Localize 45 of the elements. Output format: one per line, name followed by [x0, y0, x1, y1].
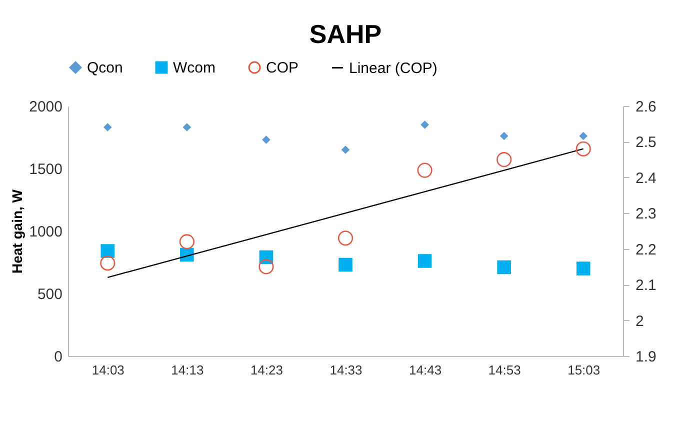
x-tick-label: 14:33: [330, 362, 362, 378]
point: [100, 244, 115, 258]
x-tick-label: 14:13: [171, 362, 204, 378]
point: [576, 262, 590, 276]
y-axis-title: Heat gain, W: [9, 188, 26, 274]
y2-tick-label: 2.4: [636, 170, 656, 187]
y-tick-label: 1000: [29, 224, 62, 240]
x-tick-label: 14:53: [488, 362, 521, 378]
y2-tick-label: 2.3: [636, 206, 656, 223]
x-tick-label: 14:43: [409, 362, 442, 378]
point: [579, 132, 588, 140]
y-tick-label: 2000: [29, 98, 62, 116]
legend-label: Qcon: [87, 60, 123, 77]
legend-label: Linear (COP): [349, 60, 438, 77]
y-tick-label: 1500: [29, 161, 62, 178]
point: [103, 123, 112, 132]
y2-tick-label: 2.5: [636, 134, 656, 152]
point: [182, 123, 192, 132]
x-tick-label: 15:03: [568, 362, 600, 378]
y2-tick-label: 1.9: [636, 348, 656, 366]
y-tick-label: 0: [54, 348, 62, 366]
x-tick-label: 14:03: [92, 362, 124, 378]
point: [338, 258, 352, 272]
point: [500, 132, 508, 140]
y2-tick-label: 2.2: [636, 241, 656, 258]
y2-tick-label: 2.6: [636, 98, 656, 116]
point: [417, 162, 432, 178]
point: [341, 146, 350, 154]
point: [100, 256, 116, 271]
point: [496, 152, 512, 168]
legend-label: COP: [266, 60, 299, 77]
point: [418, 254, 432, 268]
point: [576, 141, 591, 156]
chart-title: SAHP: [309, 19, 382, 49]
point: [338, 230, 354, 246]
y2-tick-label: 2: [636, 312, 644, 330]
point: [262, 136, 270, 144]
point: [258, 259, 274, 274]
point: [497, 260, 511, 274]
x-tick-label: 14:23: [250, 362, 283, 378]
point: [179, 234, 194, 250]
y-tick-label: 500: [37, 286, 62, 303]
point: [420, 120, 429, 129]
legend-label: Wcom: [173, 60, 216, 77]
y2-tick-label: 2.1: [636, 277, 656, 294]
